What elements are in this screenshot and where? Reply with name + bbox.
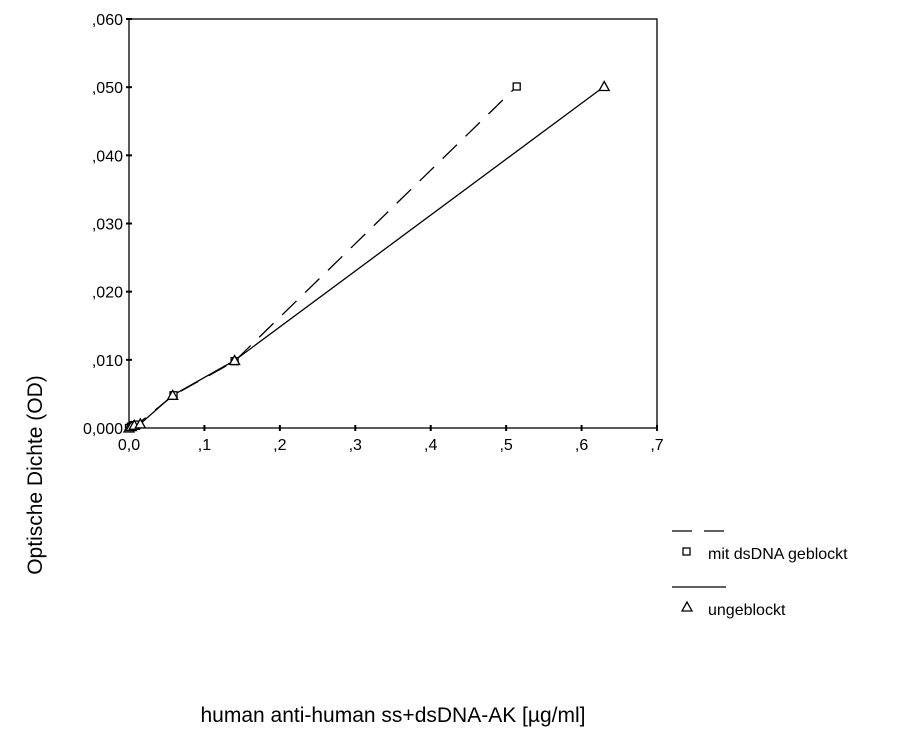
y-tick-label: ,040 <box>92 148 123 165</box>
x-axis-label: human anti-human ss+dsDNA-AK [µg/ml] <box>200 704 585 727</box>
plot-frame <box>128 18 658 429</box>
x-tick-label: ,3 <box>349 437 362 454</box>
data-point-triangle <box>598 80 611 92</box>
data-point-triangle <box>166 388 179 400</box>
y-tick-label: ,010 <box>92 353 123 370</box>
x-tick-label: ,7 <box>650 437 663 454</box>
legend: mit dsDNA geblockt ungeblockt <box>672 530 848 619</box>
legend-label-mit-dsdna-geblockt: mit dsDNA geblockt <box>708 546 848 563</box>
x-tick-label: ,4 <box>424 437 437 454</box>
legend-marker-triangle <box>680 600 694 612</box>
y-tick-label: ,030 <box>92 217 123 234</box>
x-tick-label: 0,0 <box>118 437 140 454</box>
y-tick-label: ,020 <box>92 285 123 302</box>
x-tick-label: ,6 <box>575 437 588 454</box>
y-tick-label: 0,000 <box>83 421 123 438</box>
x-tick-label: ,1 <box>198 437 211 454</box>
series-line-ungeblockt <box>128 85 605 429</box>
x-tick-label: ,2 <box>273 437 286 454</box>
series-lines <box>128 85 605 429</box>
y-tick-label: ,060 <box>92 12 123 29</box>
data-point-triangle <box>134 417 147 429</box>
data-point-triangle <box>228 354 241 366</box>
series-markers <box>122 80 611 433</box>
x-tick-label: ,5 <box>499 437 512 454</box>
y-axis: 0,000 ,010 ,020 ,030 ,040 ,050 ,060 <box>83 12 132 438</box>
data-point-square <box>512 82 521 91</box>
y-tick-label: ,050 <box>92 80 123 97</box>
x-axis: 0,0 ,1 ,2 ,3 ,4 ,5 ,6 ,7 <box>118 425 664 454</box>
series-line-mit-dsdna-geblockt <box>128 86 518 429</box>
legend-marker-square <box>682 547 691 556</box>
legend-label-ungeblockt: ungeblockt <box>708 602 786 619</box>
y-axis-label: Optische Dichte (OD) <box>24 375 47 575</box>
